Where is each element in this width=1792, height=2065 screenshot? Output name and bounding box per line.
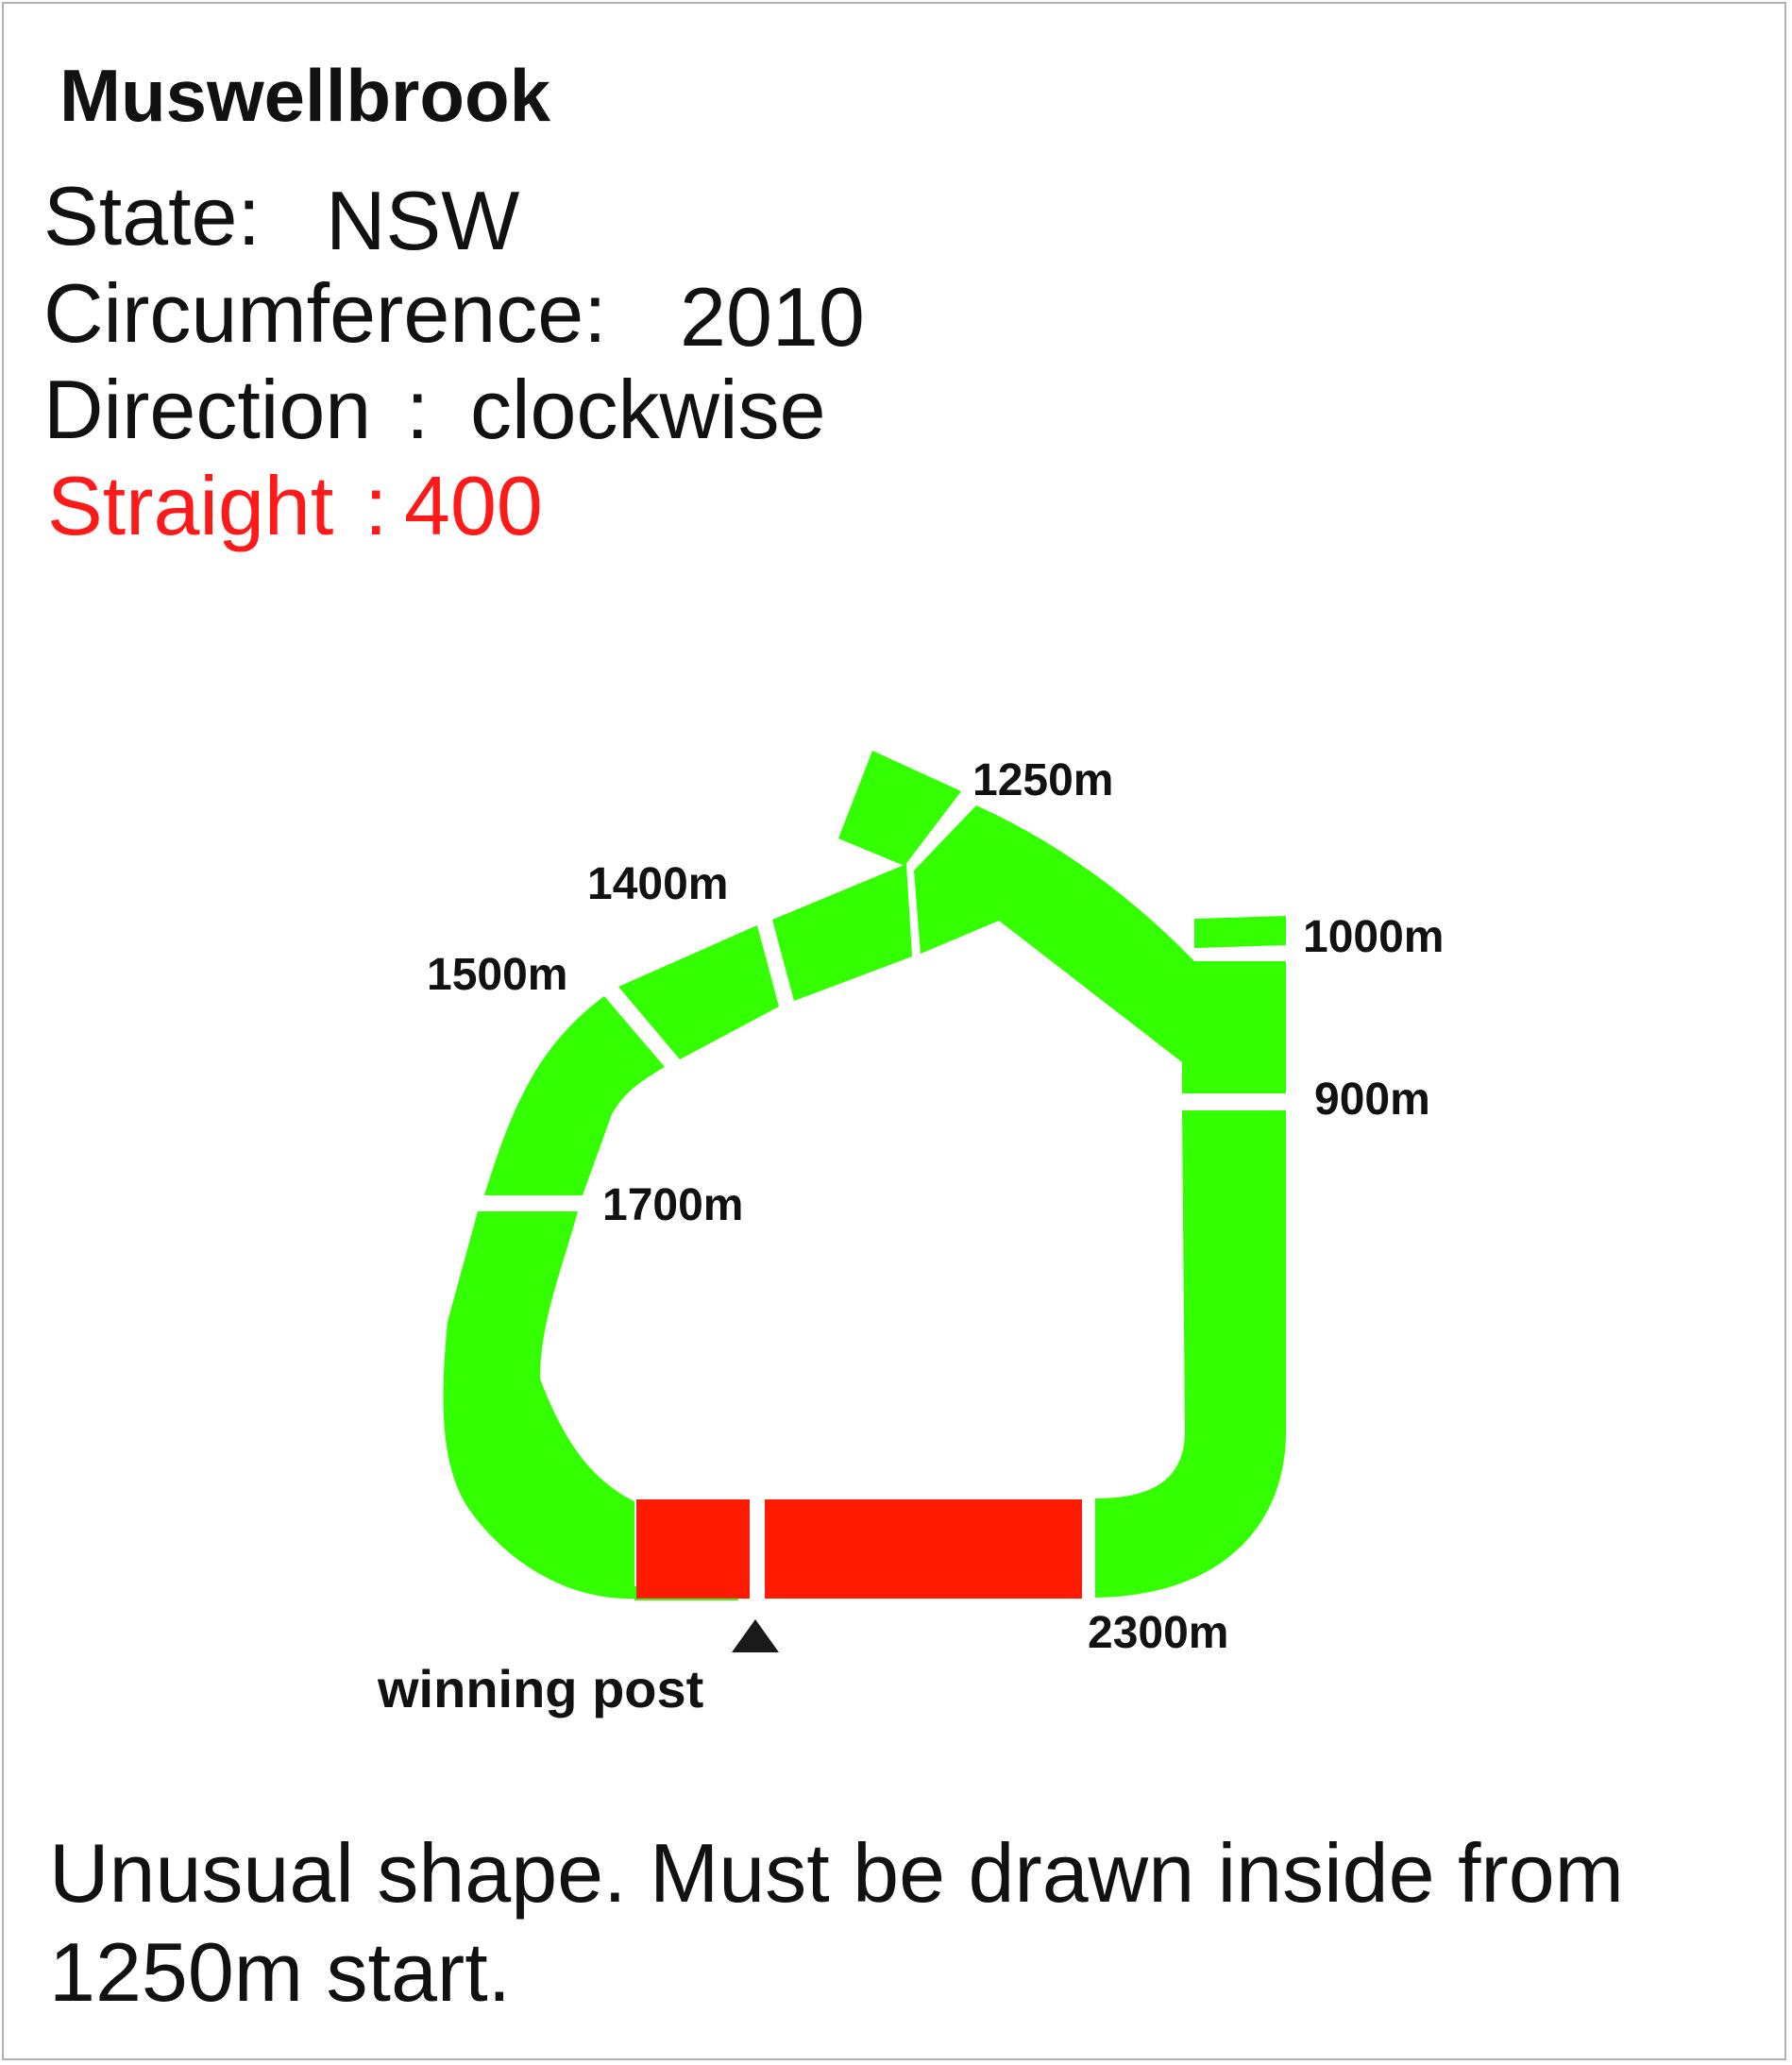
direction-colon: : bbox=[406, 363, 430, 456]
page-title: Muswellbrook bbox=[59, 54, 551, 137]
track-segment-1250-1000 bbox=[914, 805, 1194, 1062]
track-segment-bottom-left-bend bbox=[443, 1211, 634, 1600]
triangle-up-icon bbox=[732, 1619, 779, 1652]
track-segment-1700-1500 bbox=[484, 996, 665, 1195]
straight-label: Straight bbox=[47, 459, 334, 552]
track-segment-1000-900 bbox=[1182, 961, 1286, 1093]
track-segment-1400-1250 bbox=[772, 864, 912, 1001]
home-straight-part-1 bbox=[636, 1499, 750, 1599]
winning-post-label: winning post bbox=[377, 1659, 703, 1718]
direction-label: Direction bbox=[43, 363, 372, 456]
note-line-2: 1250m start. bbox=[49, 1925, 512, 2019]
track-segment-1000 bbox=[1194, 916, 1286, 948]
marker-2300m: 2300m bbox=[1088, 1608, 1228, 1658]
track-chute-1250 bbox=[838, 751, 961, 866]
marker-1700m: 1700m bbox=[602, 1180, 743, 1230]
circumference-label: Circumference: bbox=[43, 266, 607, 360]
straight-value: 400 bbox=[404, 459, 543, 552]
marker-1500m: 1500m bbox=[427, 950, 567, 1000]
marker-1250m: 1250m bbox=[972, 755, 1113, 805]
state-value: NSW bbox=[326, 174, 520, 267]
track-segment-900-2300 bbox=[1095, 1110, 1286, 1598]
note-line-1: Unusual shape. Must be drawn inside from bbox=[49, 1826, 1624, 1920]
marker-1400m: 1400m bbox=[587, 859, 728, 909]
marker-1000m: 1000m bbox=[1303, 912, 1444, 962]
marker-900m: 900m bbox=[1314, 1075, 1430, 1125]
home-straight-part-2 bbox=[765, 1499, 1082, 1599]
track-segment-1500-1400 bbox=[618, 925, 779, 1059]
direction-value: clockwise bbox=[470, 363, 826, 456]
straight-colon: : bbox=[364, 459, 388, 552]
state-label: State: bbox=[43, 169, 261, 262]
circumference-value: 2010 bbox=[680, 270, 865, 364]
